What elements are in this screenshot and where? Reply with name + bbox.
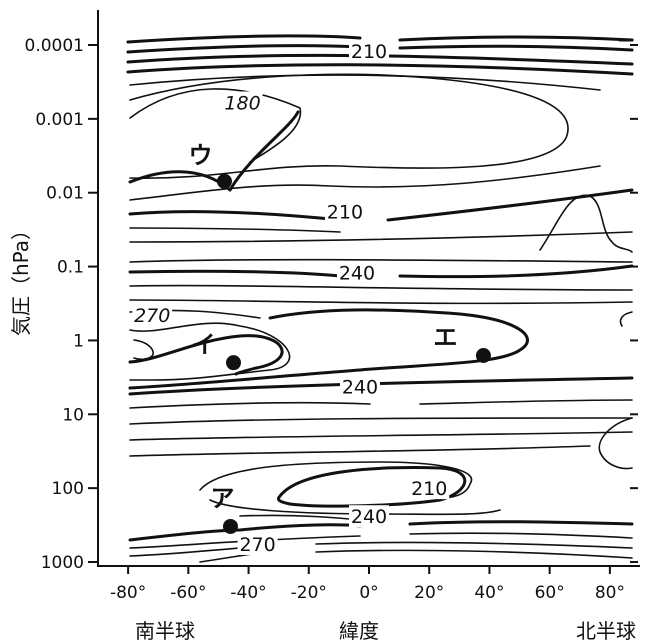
contour-line xyxy=(128,269,342,278)
marker-label: イ xyxy=(192,331,216,359)
contour-line xyxy=(199,461,473,499)
contour-line xyxy=(128,308,529,390)
contour-line xyxy=(129,165,601,201)
contour-line xyxy=(129,227,341,233)
contour-label-bg xyxy=(349,39,389,62)
marker-point xyxy=(222,518,238,534)
contour-label-bg xyxy=(222,91,263,114)
contour-line xyxy=(126,34,362,44)
marker-label: ア xyxy=(210,484,234,512)
y-tick-label: 0.1 xyxy=(57,258,84,278)
marker-label: ウ xyxy=(188,141,212,169)
x-tick-label: -80° xyxy=(110,583,146,603)
contour-line xyxy=(398,264,634,279)
contour-line xyxy=(129,231,633,243)
contour-line xyxy=(129,322,291,381)
contour-line xyxy=(239,514,361,521)
contour-label: 270 xyxy=(239,534,275,556)
contour-line xyxy=(129,258,633,263)
x-tick-label: 60° xyxy=(535,583,565,603)
contour-label: 240 xyxy=(342,376,378,398)
contour-label: 210 xyxy=(327,202,363,224)
contour-label: 210 xyxy=(411,478,447,500)
contour-line xyxy=(409,532,633,539)
contour-line xyxy=(408,520,634,526)
marker-point xyxy=(216,173,232,189)
contour-line xyxy=(129,431,633,441)
x-tick-label: 20° xyxy=(414,583,444,603)
contour-label: 210 xyxy=(351,41,387,63)
contour-line xyxy=(128,376,634,396)
contour-line xyxy=(129,417,633,425)
x-axis-title: 緯度 xyxy=(339,619,379,643)
contour-line xyxy=(128,523,362,542)
contour-label: 240 xyxy=(351,506,387,528)
contour-line xyxy=(129,535,361,549)
contour-line xyxy=(398,44,634,52)
x-tick-label: 0° xyxy=(359,583,378,603)
marker-point xyxy=(475,348,491,364)
y-tick-label: 1 xyxy=(73,331,84,351)
contour-label-bg xyxy=(349,505,389,528)
y-tick-label: 0.0001 xyxy=(25,36,84,56)
y-axis-title: 気圧（hPa） xyxy=(9,220,33,336)
contour-line xyxy=(129,74,601,91)
contour-lines xyxy=(126,34,634,563)
contour-label: 270 xyxy=(134,305,170,327)
contour-label-bg xyxy=(336,261,377,284)
contour-line xyxy=(129,284,633,291)
marker-point xyxy=(226,355,241,371)
contour-line xyxy=(129,402,371,409)
contour-line xyxy=(129,73,569,179)
contour-line xyxy=(128,110,300,192)
contour-label: 180 xyxy=(224,92,260,114)
south-hemisphere-label: 南半球 xyxy=(135,619,195,643)
contour-line xyxy=(126,53,634,66)
contour-label-bg xyxy=(132,303,173,326)
contour-line xyxy=(129,445,591,457)
contour-label-bg xyxy=(339,375,380,398)
marker-label: エ xyxy=(433,324,457,352)
y-tick-label: 0.01 xyxy=(46,184,84,204)
contour-line xyxy=(619,311,633,327)
contour-line xyxy=(419,399,633,405)
contour-line xyxy=(539,194,633,253)
contour-line xyxy=(315,541,633,549)
x-tick-label: -60° xyxy=(170,583,206,603)
contour-line xyxy=(133,339,154,361)
contour-line xyxy=(129,299,633,305)
contour-line xyxy=(129,88,302,163)
contour-line xyxy=(398,35,634,42)
contour-label-bg xyxy=(409,477,450,500)
y-tick-label: 0.001 xyxy=(35,110,84,130)
contour-label: 240 xyxy=(339,262,375,284)
contour-line xyxy=(315,549,633,559)
x-tick-label: -40° xyxy=(230,583,266,603)
contour-line xyxy=(128,334,284,376)
north-hemisphere-label: 北半球 xyxy=(576,619,636,643)
x-tick-label: 40° xyxy=(474,583,504,603)
contour-line xyxy=(598,417,633,470)
y-tick-label: 10 xyxy=(62,405,84,425)
plot-frame xyxy=(97,10,640,567)
x-tick-label: 80° xyxy=(595,583,625,603)
y-tick-label: 100 xyxy=(52,479,84,499)
contour-line xyxy=(128,210,342,222)
contour-line xyxy=(126,63,634,76)
contour-label-bg xyxy=(324,200,365,223)
contour-line xyxy=(386,188,634,222)
x-tick-label: -20° xyxy=(291,583,327,603)
contour-line xyxy=(126,44,362,54)
contour-label-bg xyxy=(237,532,278,555)
y-tick-label: 1000 xyxy=(41,553,84,573)
